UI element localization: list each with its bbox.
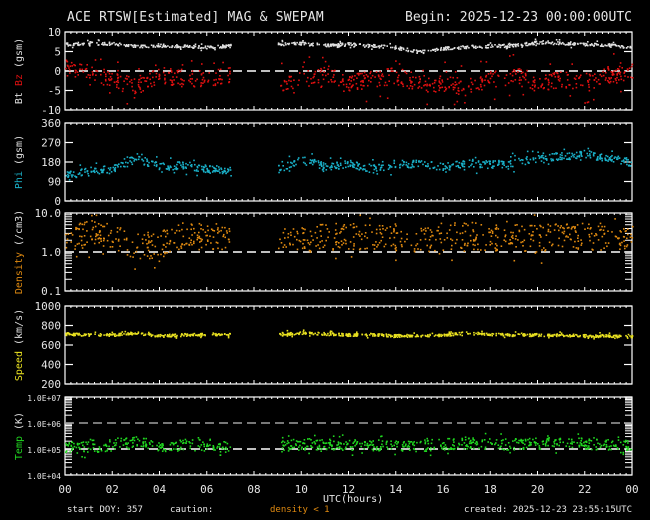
panel-phi: 360 270 180 90 0 Phi (gsm) [14,117,633,208]
panel-speed: 1000 800 600 400 200 Speed (km/s) [14,300,634,391]
caution-density: density < 1 [270,505,330,515]
x-tick-label: 12 [342,483,355,496]
y-tick-label: 600 [41,339,61,352]
y-tick-label: 0 [54,195,61,208]
y-tick-label: 10 [48,26,61,39]
y-axis-label: Phi (gsm) [14,135,25,189]
y-tick-label: 1.0E+07 [27,394,61,403]
x-axis: 00 02 04 06 08 10 12 14 16 18 20 22 00 [58,483,638,496]
y-tick-label: 5 [54,46,61,59]
y-tick-label: 0.1 [41,285,61,298]
y-tick-label: -5 [48,85,61,98]
y-axis-label: Temp (K) [14,412,25,460]
y-tick-label: 360 [41,117,61,130]
x-tick-label: 20 [531,483,544,496]
y-axis-label: Bt Bz (gsm) [14,38,25,104]
begin-timestamp: Begin: 2025-12-23 00:00:00UTC [405,10,632,25]
x-tick-label: 02 [106,483,119,496]
x-tick-label: 00 [625,483,638,496]
y-tick-label: 1.0E+04 [27,472,61,481]
x-axis-label: UTC(hours) [323,494,384,505]
caution-label: caution: [170,505,214,515]
panel-temp: 1.0E+07 1.0E+06 1.0E+05 1.0E+04 Temp (K) [14,394,633,481]
y-tick-label: 200 [41,378,61,391]
x-tick-label: 06 [200,483,213,496]
y-tick-label: 400 [41,359,61,372]
panel-frame [64,396,633,476]
y-tick-label: 0 [54,65,61,78]
panel-mag: 10 5 0 -5 -10 Bt Bz (gsm) [14,26,634,117]
x-tick-label: 14 [389,483,403,496]
y-axis-label: Density (/cm3) [14,210,25,294]
start-doy: start DOY: 357 [67,505,143,515]
y-tick-label: 1000 [35,300,62,313]
y-axis-label: Speed (km/s) [14,309,25,381]
chart-title: ACE RTSW[Estimated] MAG & SWEPAM [67,10,324,25]
y-tick-label: 270 [41,137,61,150]
y-tick-label: 90 [48,176,61,189]
y-tick-label: 1.0E+05 [27,446,61,455]
y-tick-label: -10 [41,104,61,117]
panel-density: 10.0 1.0 0.1 Density (/cm3) [14,207,634,298]
created-timestamp: created: 2025-12-23 23:55:15UTC [464,505,632,515]
y-tick-label: 800 [41,320,61,333]
panel-frame [64,305,633,385]
y-tick-label: 1.0E+06 [27,420,61,429]
y-tick-label: 1.0 [41,246,61,259]
x-tick-label: 08 [247,483,260,496]
x-tick-label: 16 [436,483,449,496]
x-tick-label: 00 [58,483,71,496]
x-tick-label: 04 [153,483,167,496]
x-tick-label: 22 [578,483,591,496]
x-tick-label: 18 [484,483,497,496]
y-tick-label: 180 [41,156,61,169]
y-tick-label: 10.0 [35,207,62,220]
x-tick-label: 10 [295,483,308,496]
